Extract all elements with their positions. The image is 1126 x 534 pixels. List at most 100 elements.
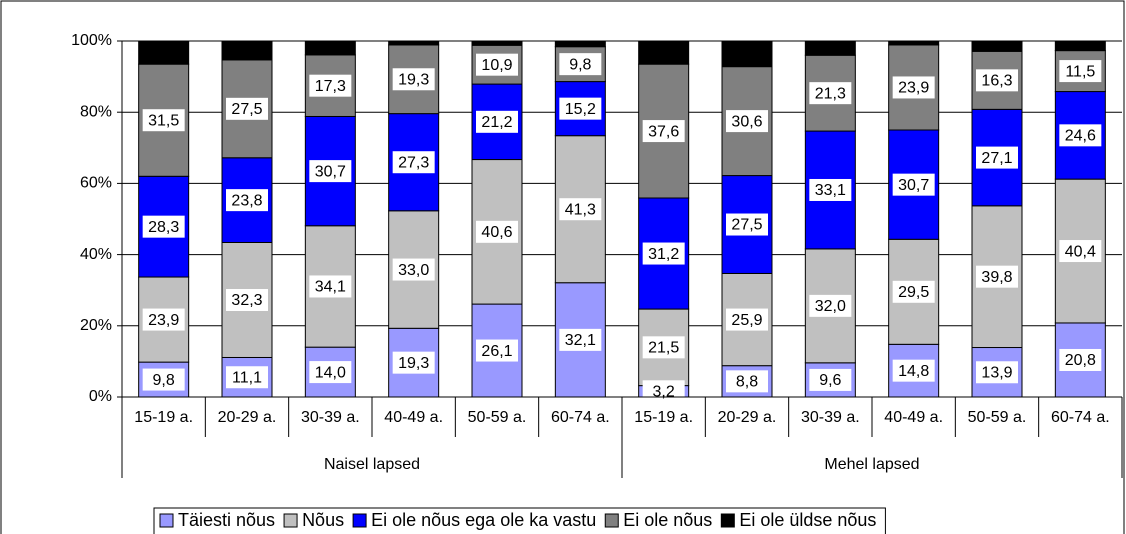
data-label-bg: [142, 368, 185, 391]
data-label-bg: [559, 53, 602, 76]
bar-segment: [221, 40, 273, 61]
data-label: 14,0: [315, 364, 346, 381]
data-label: 9,8: [153, 372, 175, 389]
data-label: 32,3: [231, 292, 262, 309]
group-label: Mehel lapsed: [824, 456, 919, 473]
legend-swatch: [283, 513, 298, 528]
data-label-bg: [976, 146, 1018, 169]
data-label-bg: [226, 366, 268, 389]
legend-swatch: [604, 513, 619, 528]
data-label: 9,6: [819, 372, 841, 389]
data-label-bg: [892, 76, 935, 99]
data-label-bg: [142, 215, 185, 238]
legend-label: Nõus: [302, 510, 344, 530]
data-label: 24,6: [1065, 128, 1096, 145]
data-label-bg: [642, 336, 685, 359]
bar-segment: [388, 40, 440, 46]
legend-label: Ei ole üldse nõus: [739, 510, 876, 530]
data-label: 39,8: [981, 269, 1012, 286]
data-label-bg: [1059, 348, 1102, 371]
data-label-bg: [1059, 240, 1102, 263]
data-label: 10,9: [481, 57, 512, 74]
data-label: 13,9: [981, 364, 1012, 381]
data-label-bg: [392, 258, 435, 281]
data-label: 21,2: [481, 114, 512, 131]
data-label: 14,8: [898, 363, 929, 380]
legend-box: [153, 507, 886, 534]
data-label-bg: [476, 220, 518, 243]
data-label-bg: [309, 160, 352, 183]
data-label: 17,3: [315, 78, 346, 95]
data-label: 30,7: [898, 177, 929, 194]
data-label: 21,3: [815, 85, 846, 102]
data-label-bg: [726, 213, 768, 236]
data-label-bg: [559, 328, 602, 351]
data-label: 32,1: [565, 332, 596, 349]
data-label-bg: [559, 198, 602, 221]
y-tick-label: 40%: [80, 246, 112, 263]
data-label-bg: [642, 242, 685, 265]
data-label-bg: [309, 74, 352, 97]
data-label-bg: [892, 280, 935, 303]
data-label-bg: [392, 351, 435, 374]
x-tick-label: 15-19 a.: [634, 409, 693, 426]
data-label-bg: [476, 110, 518, 133]
data-label: 3,2: [653, 384, 675, 401]
x-tick-label: 40-49 a.: [884, 409, 943, 426]
y-tick-label: 100%: [71, 32, 112, 49]
x-tick-label: 30-39 a.: [801, 409, 860, 426]
data-label: 23,9: [148, 312, 179, 329]
data-label-bg: [1059, 60, 1102, 83]
x-tick-label: 30-39 a.: [301, 409, 360, 426]
data-label-bg: [726, 308, 768, 331]
data-label: 20,8: [1065, 352, 1096, 369]
data-label: 28,3: [148, 219, 179, 236]
data-label: 33,1: [815, 182, 846, 199]
data-label: 30,6: [731, 113, 762, 130]
data-label: 27,3: [398, 154, 429, 171]
data-label-bg: [309, 361, 352, 384]
data-label-bg: [809, 294, 852, 317]
data-label-bg: [976, 265, 1018, 288]
data-label-bg: [726, 110, 768, 133]
x-tick-label: 20-29 a.: [718, 409, 777, 426]
data-label: 37,6: [648, 123, 679, 140]
data-label: 11,5: [1065, 63, 1095, 80]
bar-segment: [888, 40, 940, 46]
legend-swatch: [159, 513, 174, 528]
data-label: 23,9: [898, 80, 929, 97]
bar-segment: [554, 40, 606, 48]
data-label: 27,5: [231, 101, 262, 118]
data-label-bg: [809, 82, 852, 105]
bar-segment: [138, 40, 190, 65]
legend-label: Ei ole nõus: [623, 510, 712, 530]
data-label-bg: [392, 68, 435, 91]
data-label-bg: [559, 97, 602, 120]
x-tick-label: 20-29 a.: [218, 409, 277, 426]
x-tick-label: 60-74 a.: [1051, 409, 1110, 426]
bar-segment: [721, 40, 773, 68]
data-label: 34,1: [315, 279, 346, 296]
legend-swatch: [720, 513, 735, 528]
legend-swatch: [352, 513, 367, 528]
data-label-bg: [892, 359, 935, 382]
data-label-bg: [976, 69, 1018, 92]
legend-label: Täiesti nõus: [178, 510, 275, 530]
legend-label: Ei ole nõus ega ole ka vastu: [371, 510, 596, 530]
data-label-bg: [892, 173, 935, 196]
data-label-bg: [809, 178, 852, 201]
bar-segment: [971, 40, 1023, 52]
data-label: 26,1: [481, 343, 512, 360]
data-label: 15,2: [565, 101, 596, 118]
x-tick-label: 40-49 a.: [384, 409, 443, 426]
data-label-bg: [476, 339, 518, 362]
data-label-bg: [1059, 124, 1102, 147]
data-label: 23,8: [231, 192, 262, 209]
data-label: 8,8: [736, 374, 758, 391]
data-label: 16,3: [981, 73, 1012, 90]
data-label: 32,0: [815, 298, 846, 315]
data-label: 33,0: [398, 262, 429, 279]
data-label-bg: [976, 361, 1018, 384]
